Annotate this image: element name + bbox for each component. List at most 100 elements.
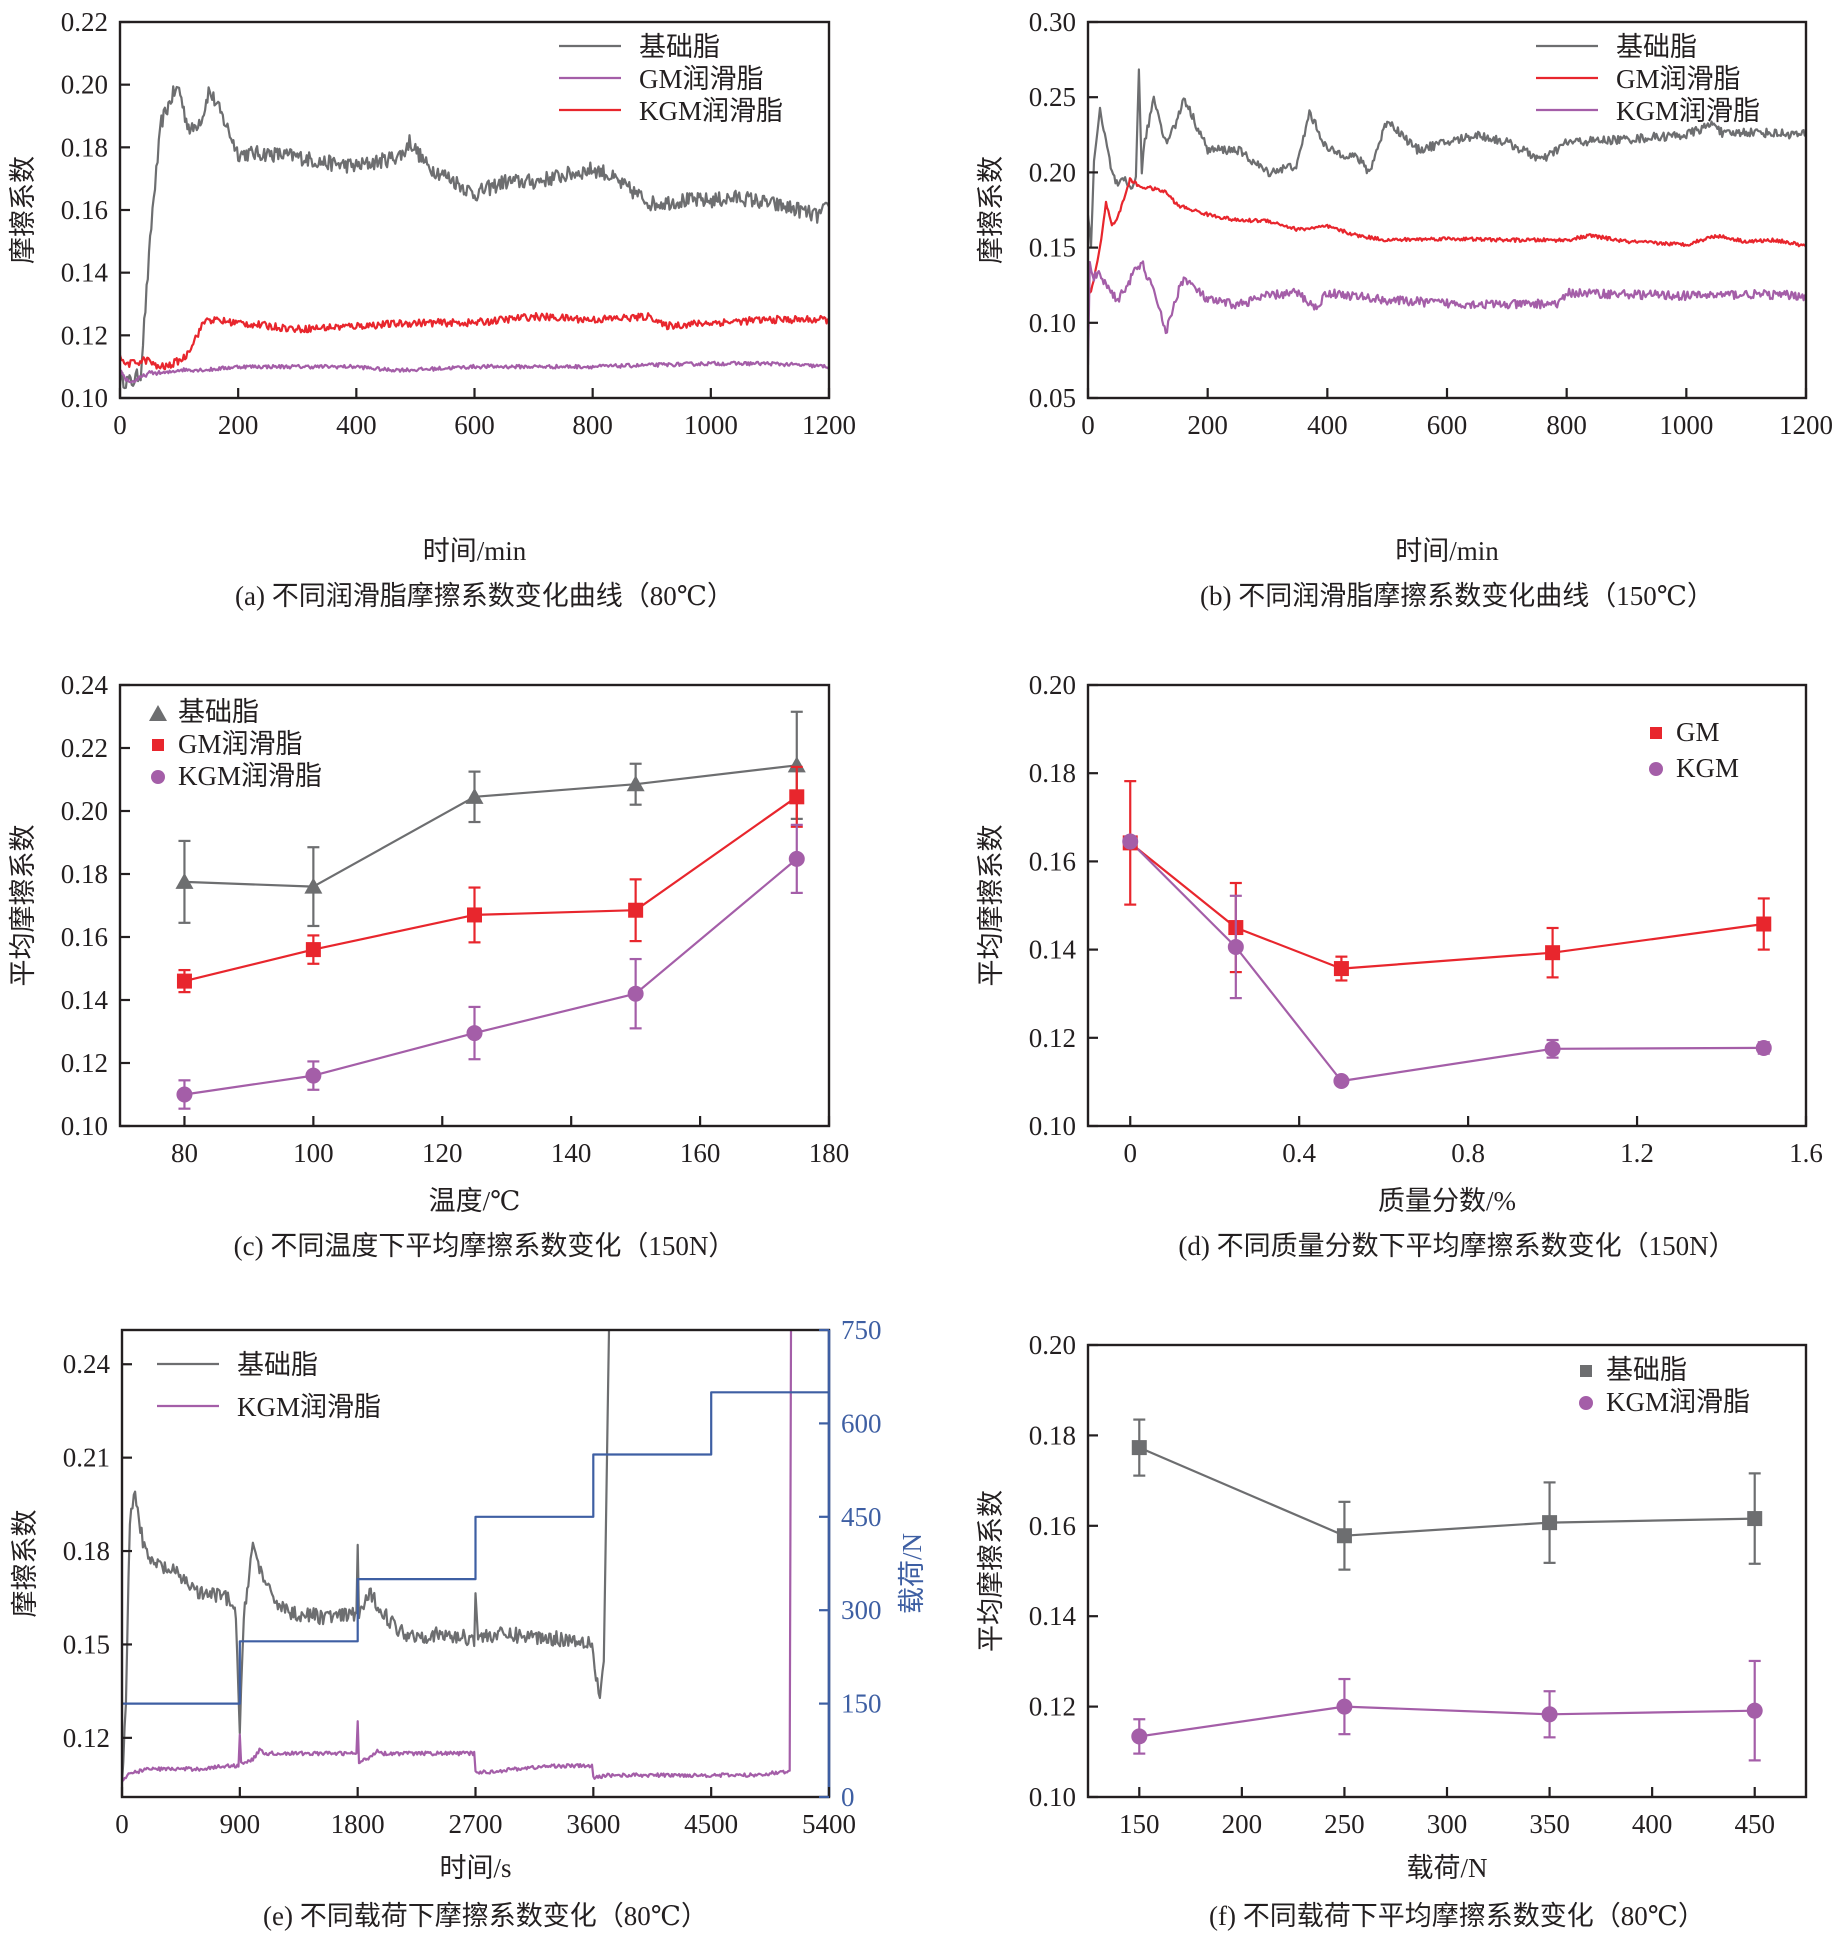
data-point-square xyxy=(1131,1440,1147,1456)
legend-marker-square xyxy=(152,739,164,751)
series-line-load xyxy=(122,1391,829,1705)
legend-label: KGM xyxy=(1676,753,1739,783)
y-axis-title: 平均摩擦系数 xyxy=(976,1490,1006,1652)
data-point-square xyxy=(1333,961,1349,977)
series-group xyxy=(184,764,798,1096)
chart-caption: (e) 不同载荷下摩擦系数变化（80℃） xyxy=(263,1901,708,1931)
y-tick-label: 0.14 xyxy=(61,985,109,1015)
series-group xyxy=(122,1330,829,1783)
x-tick-label: 1000 xyxy=(1659,410,1713,440)
x-tick-label: 300 xyxy=(1427,1809,1468,1839)
legend-label: 基础脂 xyxy=(639,32,720,62)
data-point-triangle xyxy=(465,787,484,804)
series-line-1 xyxy=(122,1330,793,1782)
x-tick-label: 350 xyxy=(1529,1809,1570,1839)
y-tick-label: 0.14 xyxy=(1029,935,1077,965)
data-point-square xyxy=(628,902,644,918)
data-point-square xyxy=(305,942,321,958)
data-point-circle xyxy=(1131,1728,1148,1745)
x-tick-label: 200 xyxy=(1187,410,1228,440)
data-point-circle xyxy=(1544,1040,1561,1057)
y-tick-label: 0.24 xyxy=(63,1349,111,1379)
data-point-square xyxy=(1545,945,1561,961)
y2-tick-label: 300 xyxy=(841,1595,882,1625)
chart-panel-a: 0 200 400 600 800 1000 1200 0.10 0.12 0.14 0.16 0.1… xyxy=(8,7,856,611)
right-axis: 0 150 300 450 600 750 载荷/N xyxy=(819,1315,927,1812)
data-point-circle xyxy=(1122,833,1139,850)
x-tick-label: 1.6 xyxy=(1789,1138,1823,1168)
x-axis-title: 时间/min xyxy=(1395,536,1499,566)
y-tick-label: 0.12 xyxy=(63,1723,110,1753)
y-tick-label: 0.25 xyxy=(1029,82,1076,112)
data-point-square xyxy=(789,789,805,805)
data-point-square xyxy=(1747,1511,1763,1527)
x-tick-label: 0 xyxy=(113,410,127,440)
y-tick-label: 0.24 xyxy=(61,670,109,700)
y-tick-label: 0.30 xyxy=(1029,7,1076,37)
x-tick-label: 0 xyxy=(115,1809,129,1839)
series-line-2 xyxy=(184,858,798,1096)
y-tick-label: 0.20 xyxy=(61,796,108,826)
x-axis-title: 温度/℃ xyxy=(429,1186,521,1216)
series-line-2 xyxy=(120,312,829,371)
x-axis-title: 质量分数/% xyxy=(1378,1186,1516,1216)
x-axis-title: 时间/s xyxy=(439,1853,511,1883)
chart-panel-e: 0 900 1800 2700 3600 4500 54000.120.150.180.21… xyxy=(10,1315,927,1931)
chart-panel-b: 0 200 400 600 800 1000 1200 0.05 0.10 0.15 0.20 0.2… xyxy=(976,7,1833,611)
y-tick-label: 0.16 xyxy=(1029,1511,1076,1541)
data-point-square xyxy=(1542,1515,1558,1531)
y-tick-label: 0.10 xyxy=(1029,308,1076,338)
legend-label: 基础脂 xyxy=(178,697,259,727)
y-axis-title: 摩擦系数 xyxy=(8,156,38,264)
series-line-0 xyxy=(1129,842,1764,970)
data-point-circle xyxy=(1227,938,1244,955)
y-tick-label: 0.10 xyxy=(61,1111,108,1141)
y2-tick-label: 150 xyxy=(841,1689,882,1719)
x-tick-label: 900 xyxy=(220,1809,261,1839)
y2-tick-label: 600 xyxy=(841,1408,882,1438)
y-tick-label: 0.20 xyxy=(61,70,108,100)
x-tick-label: 400 xyxy=(1307,410,1348,440)
x-tick-label: 450 xyxy=(1734,1809,1775,1839)
legend-marker-circle xyxy=(1579,1396,1593,1410)
y-tick-label: 0.15 xyxy=(63,1629,110,1659)
x-tick-label: 0 xyxy=(1081,410,1095,440)
data-point-circle xyxy=(466,1025,483,1042)
x-tick-label: 180 xyxy=(809,1138,850,1168)
x-tick-label: 1000 xyxy=(684,410,738,440)
x-tick-label: 400 xyxy=(336,410,377,440)
x-tick-label: 120 xyxy=(422,1138,463,1168)
series-line-1 xyxy=(1139,1705,1755,1738)
data-point-square xyxy=(176,973,192,989)
legend-marker-square xyxy=(1580,1365,1592,1377)
y-tick-label: 0.20 xyxy=(1029,1330,1076,1360)
data-point-circle xyxy=(1336,1698,1353,1715)
data-point-triangle xyxy=(304,877,323,894)
legend-label: GM xyxy=(1676,717,1720,747)
x-tick-label: 5400 xyxy=(802,1809,856,1839)
legend-marker-square xyxy=(1650,727,1662,739)
legend-label: KGM润滑脂 xyxy=(178,761,322,791)
y-axis-title: 平均摩擦系数 xyxy=(8,825,38,987)
plot-frame xyxy=(1086,683,1808,1128)
x-tick-label: 150 xyxy=(1119,1809,1160,1839)
legend-label: KGM润滑脂 xyxy=(639,96,783,126)
data-point-square xyxy=(1756,916,1772,932)
y-axis-title: 摩擦系数 xyxy=(976,156,1006,264)
data-point-square xyxy=(1336,1528,1352,1544)
x-tick-label: 200 xyxy=(1222,1809,1263,1839)
x-tick-label: 1800 xyxy=(331,1809,385,1839)
legend-marker-circle xyxy=(1649,762,1663,776)
x-axis-title: 载荷/N xyxy=(1407,1853,1488,1883)
legend-label: 基础脂 xyxy=(1606,1355,1687,1385)
data-point-circle xyxy=(1755,1039,1772,1056)
y-tick-label: 0.18 xyxy=(1029,758,1076,788)
chart-caption: (a) 不同润滑脂摩擦系数变化曲线（80℃） xyxy=(235,581,734,611)
data-point-triangle xyxy=(175,872,194,889)
legend-label: GM润滑脂 xyxy=(1616,64,1741,94)
y-tick-label: 0.14 xyxy=(1029,1601,1077,1631)
y-tick-label: 0.20 xyxy=(1029,157,1076,187)
series-group xyxy=(120,85,829,390)
